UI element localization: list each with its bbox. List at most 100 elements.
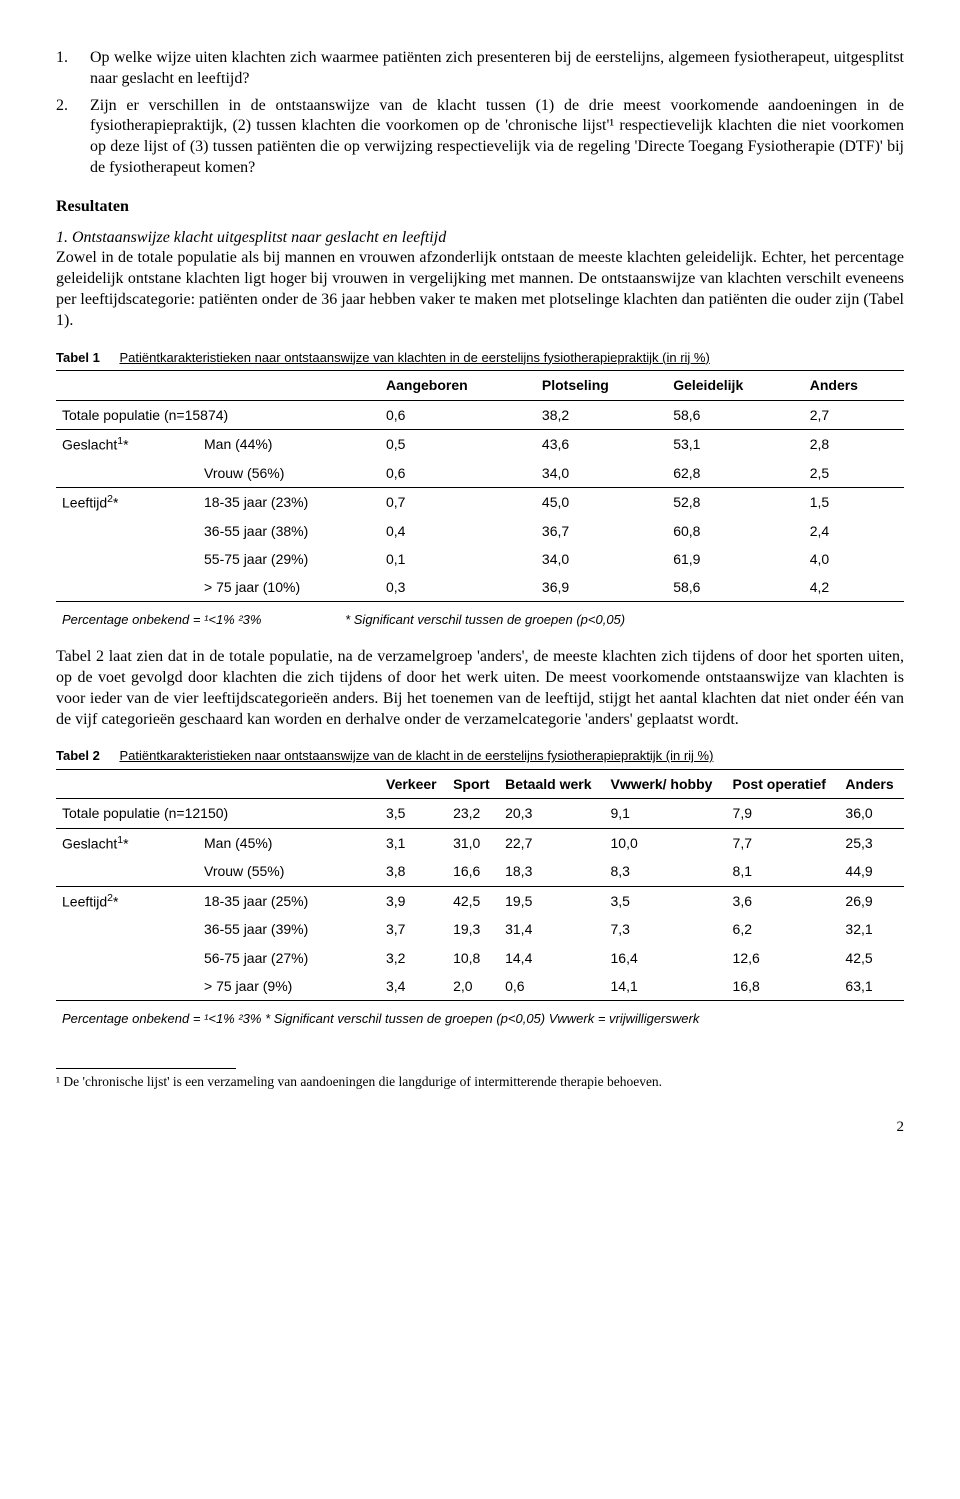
row-label: Geslacht1*: [56, 429, 198, 458]
table1: AangeborenPlotselingGeleidelijkAndersTot…: [56, 370, 904, 602]
cell: 36,7: [536, 517, 667, 545]
row-sublabel: 18-35 jaar (25%): [198, 886, 380, 915]
row-sublabel: 36-55 jaar (39%): [198, 915, 380, 943]
row-label: [56, 459, 198, 488]
cell: 7,7: [727, 828, 840, 857]
row-sublabel: Vrouw (56%): [198, 459, 380, 488]
row-sublabel: > 75 jaar (10%): [198, 573, 380, 602]
cell: 42,5: [447, 886, 499, 915]
row-label: Totale populatie (n=12150): [56, 799, 380, 828]
col-header: Post operatief: [727, 770, 840, 799]
cell: 2,8: [804, 429, 904, 458]
table-row: 55-75 jaar (29%)0,134,061,94,0: [56, 545, 904, 573]
col-header: Sport: [447, 770, 499, 799]
cell: 52,8: [667, 487, 804, 516]
cell: 0,6: [499, 972, 604, 1001]
mid-body: Tabel 2 laat zien dat in de totale popul…: [56, 647, 904, 730]
row-sublabel: 55-75 jaar (29%): [198, 545, 380, 573]
table-row: > 75 jaar (10%)0,336,958,64,2: [56, 573, 904, 602]
q1-num: 1.: [56, 48, 90, 90]
table1-footnote: Percentage onbekend = ¹<1% ²3% * Signifi…: [56, 608, 904, 629]
cell: 8,1: [727, 857, 840, 886]
cell: 43,6: [536, 429, 667, 458]
table-row: Totale populatie (n=15874)0,638,258,62,7: [56, 400, 904, 429]
cell: 3,2: [380, 944, 447, 972]
footnote-divider: [56, 1068, 236, 1069]
cell: 32,1: [839, 915, 904, 943]
col-header: Vwwerk/ hobby: [605, 770, 727, 799]
table2-label: Tabel 2: [56, 748, 100, 763]
cell: 0,6: [380, 400, 536, 429]
row-sublabel: Man (45%): [198, 828, 380, 857]
cell: 19,3: [447, 915, 499, 943]
cell: 9,1: [605, 799, 727, 828]
cell: 58,6: [667, 400, 804, 429]
cell: 22,7: [499, 828, 604, 857]
col-header: Aangeboren: [380, 371, 536, 400]
cell: 61,9: [667, 545, 804, 573]
table1-footnote-right: * Significant verschil tussen de groepen…: [345, 612, 625, 627]
q2-num: 2.: [56, 96, 90, 179]
table-row: Geslacht1*Man (45%)3,131,022,710,07,725,…: [56, 828, 904, 857]
cell: 34,0: [536, 545, 667, 573]
row-label: [56, 944, 198, 972]
row-label: Leeftijd2*: [56, 487, 198, 516]
col-header: Anders: [839, 770, 904, 799]
table2-caption: Tabel 2 Patiëntkarakteristieken naar ont…: [56, 748, 904, 765]
cell: 6,2: [727, 915, 840, 943]
cell: 0,1: [380, 545, 536, 573]
table-row: 36-55 jaar (38%)0,436,760,82,4: [56, 517, 904, 545]
table2-footnote: Percentage onbekend = ¹<1% ²3% * Signifi…: [56, 1007, 904, 1028]
row-label: Geslacht1*: [56, 828, 198, 857]
cell: 3,1: [380, 828, 447, 857]
table2-caption-text: Patiëntkarakteristieken naar ontstaanswi…: [119, 748, 713, 763]
col-header: [198, 770, 380, 799]
col-header: Verkeer: [380, 770, 447, 799]
cell: 7,9: [727, 799, 840, 828]
cell: 16,6: [447, 857, 499, 886]
table-row: Vrouw (56%)0,634,062,82,5: [56, 459, 904, 488]
cell: 1,5: [804, 487, 904, 516]
cell: 0,6: [380, 459, 536, 488]
cell: 42,5: [839, 944, 904, 972]
cell: 2,4: [804, 517, 904, 545]
cell: 63,1: [839, 972, 904, 1001]
row-label: [56, 573, 198, 602]
col-header: Plotseling: [536, 371, 667, 400]
cell: 14,1: [605, 972, 727, 1001]
row-sublabel: 18-35 jaar (23%): [198, 487, 380, 516]
row-sublabel: > 75 jaar (9%): [198, 972, 380, 1001]
cell: 26,9: [839, 886, 904, 915]
cell: 7,3: [605, 915, 727, 943]
cell: 0,5: [380, 429, 536, 458]
cell: 3,4: [380, 972, 447, 1001]
table-row: Leeftijd2*18-35 jaar (23%)0,745,052,81,5: [56, 487, 904, 516]
cell: 14,4: [499, 944, 604, 972]
table-row: Vrouw (55%)3,816,618,38,38,144,9: [56, 857, 904, 886]
table1-label: Tabel 1: [56, 350, 100, 365]
cell: 16,8: [727, 972, 840, 1001]
cell: 3,8: [380, 857, 447, 886]
table1-footnote-left: Percentage onbekend = ¹<1% ²3%: [62, 612, 261, 627]
cell: 45,0: [536, 487, 667, 516]
cell: 0,3: [380, 573, 536, 602]
cell: 2,0: [447, 972, 499, 1001]
col-header: Anders: [804, 371, 904, 400]
cell: 4,0: [804, 545, 904, 573]
section1-body: Zowel in de totale populatie als bij man…: [56, 248, 904, 331]
row-sublabel: Man (44%): [198, 429, 380, 458]
table-row: Geslacht1*Man (44%)0,543,653,12,8: [56, 429, 904, 458]
row-sublabel: Vrouw (55%): [198, 857, 380, 886]
cell: 10,8: [447, 944, 499, 972]
cell: 0,7: [380, 487, 536, 516]
cell: 3,5: [380, 799, 447, 828]
cell: 16,4: [605, 944, 727, 972]
table-row: Leeftijd2*18-35 jaar (25%)3,942,519,53,5…: [56, 886, 904, 915]
cell: 3,7: [380, 915, 447, 943]
cell: 31,0: [447, 828, 499, 857]
cell: 4,2: [804, 573, 904, 602]
table1-caption-text: Patiëntkarakteristieken naar ontstaanswi…: [119, 350, 709, 365]
row-sublabel: 56-75 jaar (27%): [198, 944, 380, 972]
row-label: Totale populatie (n=15874): [56, 400, 380, 429]
cell: 53,1: [667, 429, 804, 458]
